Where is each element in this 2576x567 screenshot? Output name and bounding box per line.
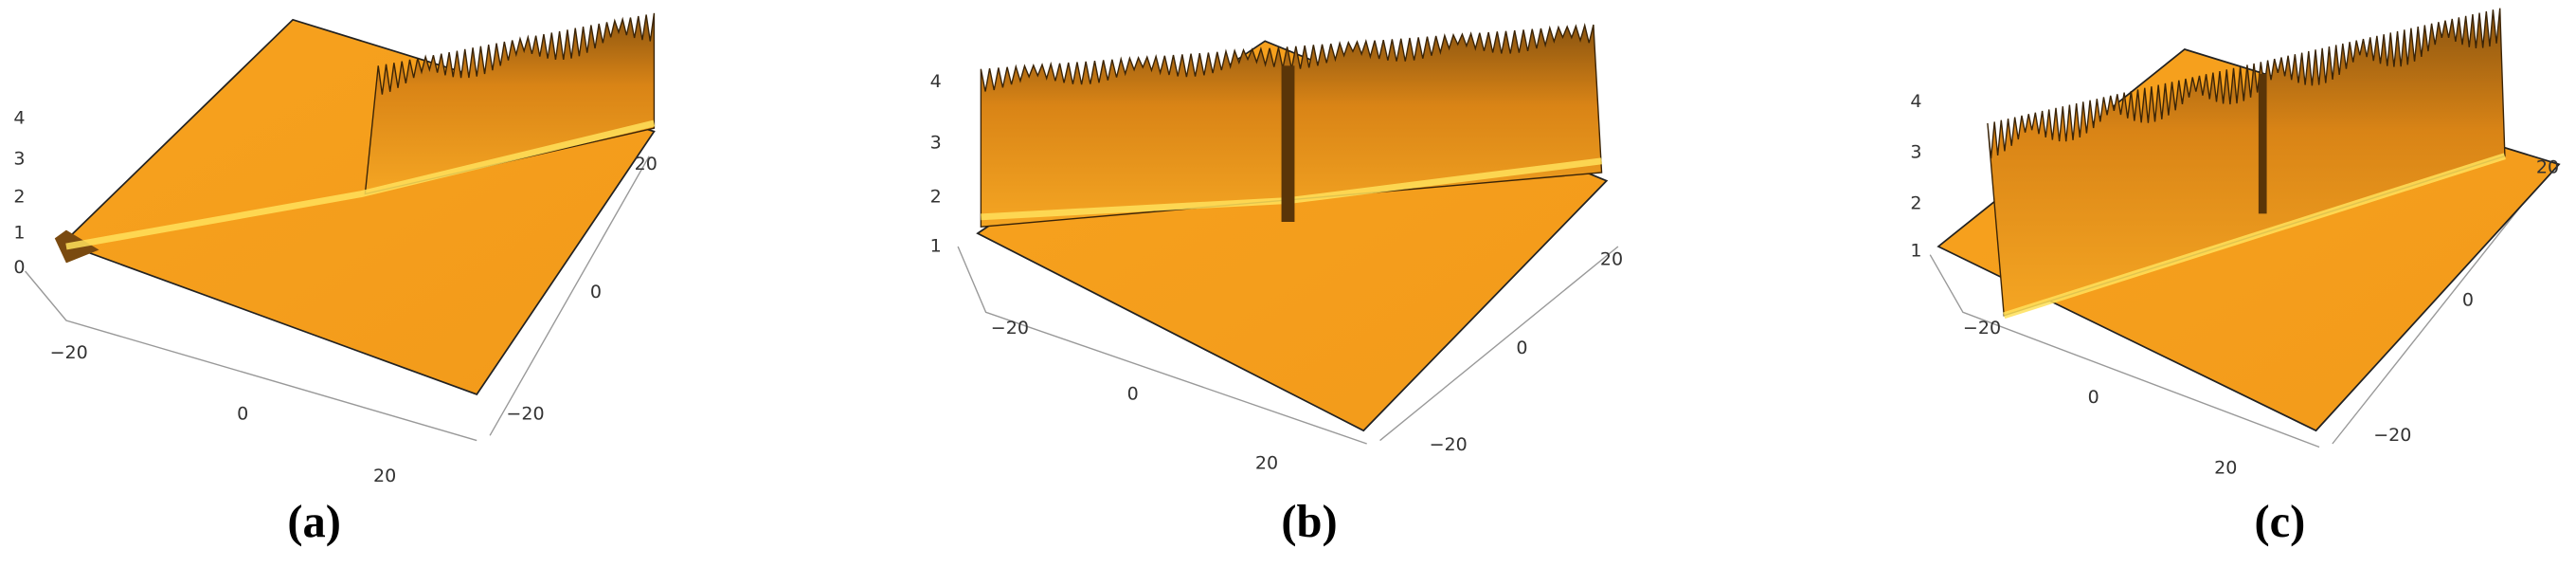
x-tick-label: −20 — [1963, 318, 2001, 338]
z-tick-label: 3 — [930, 132, 942, 153]
z-tick-label: 1 — [13, 223, 25, 244]
z-tick-label: 4 — [930, 71, 942, 92]
surface-dip — [1281, 65, 1295, 222]
axis-line — [489, 155, 650, 436]
x-tick-label: 20 — [373, 466, 396, 486]
axis-line — [1379, 246, 1619, 442]
y-tick-label: −20 — [506, 403, 544, 424]
axis-line — [957, 246, 1367, 445]
panel-a: 0 1 2 3 4 −20 0 20 −20 0 20 (a) — [13, 12, 658, 547]
y-tick-label: 20 — [1600, 248, 1623, 269]
y-tick-label: 20 — [635, 154, 658, 174]
z-tick-label: 2 — [930, 187, 942, 208]
panel-b: 1 2 3 4 −20 0 20 −20 0 20 (b) — [930, 23, 1623, 547]
y-tick-label: 0 — [590, 282, 602, 302]
x-tick-label: 0 — [237, 403, 248, 424]
y-tick-label: 0 — [1516, 338, 1527, 358]
panel-label: (a) — [287, 497, 341, 547]
x-tick-label: 20 — [2214, 458, 2237, 479]
panel-c: 1 2 3 4 −20 0 20 −20 0 20 (c) — [1910, 8, 2561, 547]
z-tick-label: 3 — [1910, 142, 1921, 163]
x-tick-label: 0 — [1127, 384, 1139, 405]
z-tick-label: 0 — [13, 257, 25, 278]
y-tick-label: −20 — [2373, 425, 2411, 446]
panel-label: (b) — [1281, 497, 1337, 547]
axis-line — [25, 270, 477, 442]
x-tick-label: 20 — [1255, 452, 1278, 473]
z-tick-label: 4 — [1910, 91, 1921, 112]
surface-ridge — [65, 119, 656, 250]
axis-line — [1929, 254, 2320, 448]
panel-label: (c) — [2255, 497, 2306, 547]
surface-wall — [364, 12, 656, 195]
surface-dip — [2258, 74, 2267, 214]
surface-ridge — [2003, 153, 2506, 320]
z-tick-label: 1 — [1910, 241, 1921, 262]
x-tick-label: 0 — [2088, 387, 2099, 408]
z-tick-label: 3 — [13, 149, 25, 170]
y-tick-label: −20 — [1430, 434, 1468, 455]
z-tick-label: 1 — [930, 236, 942, 257]
x-tick-label: −20 — [991, 318, 1029, 338]
y-tick-label: 0 — [2462, 290, 2474, 311]
z-tick-label: 4 — [13, 107, 25, 128]
z-tick-label: 2 — [1910, 192, 1921, 213]
z-tick-label: 2 — [13, 187, 25, 208]
surface-wall — [1987, 8, 2506, 317]
y-tick-label: 20 — [2536, 156, 2559, 177]
x-tick-label: −20 — [50, 342, 88, 363]
